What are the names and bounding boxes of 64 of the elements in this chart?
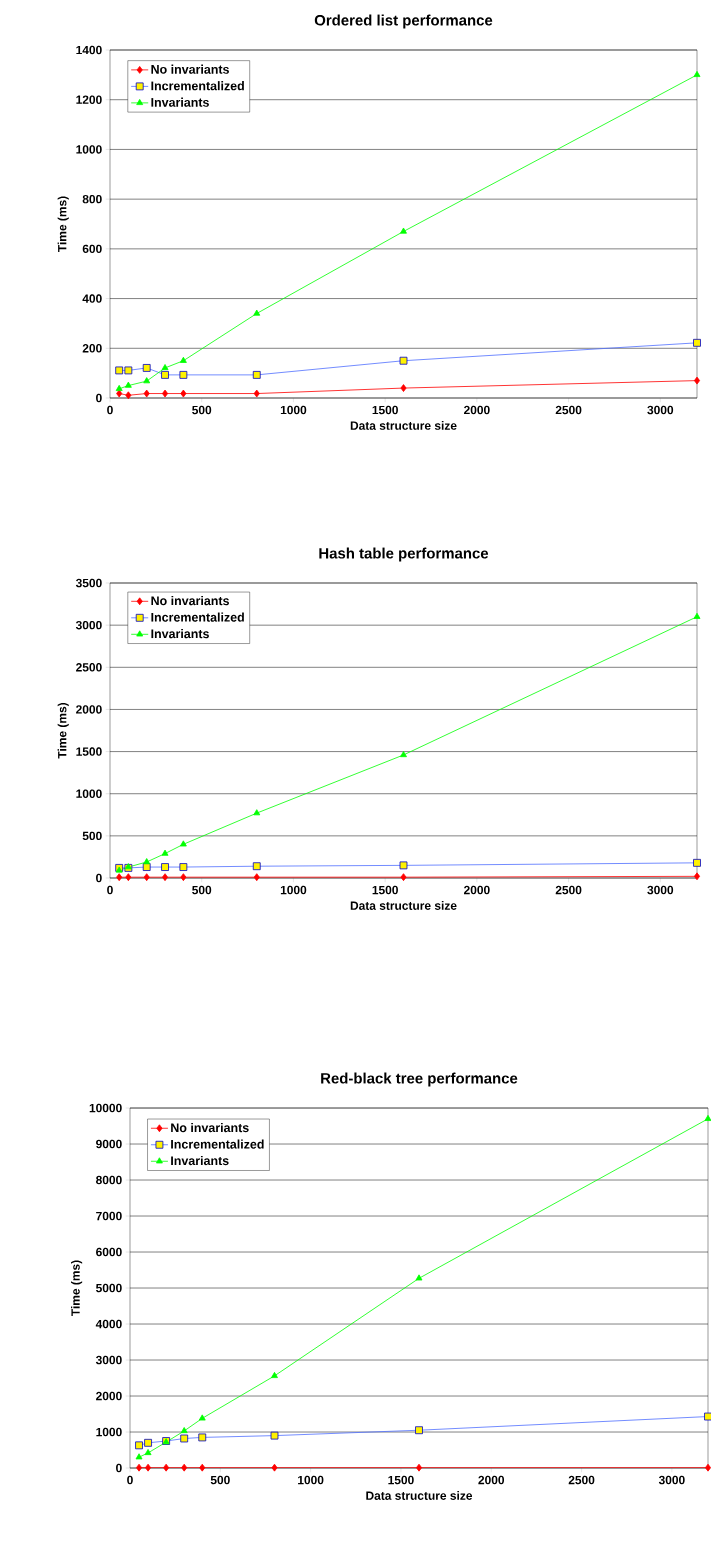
x-tick-label: 500 [210,1475,230,1485]
x-tick-label: 2500 [555,885,582,895]
y-axis-title: Time (ms) [71,1260,83,1316]
y-tick-label: 400 [82,294,102,303]
y-tick-label: 600 [82,244,102,254]
y-tick-label: 500 [82,831,102,841]
x-tick-label: 500 [192,885,212,895]
x-tick-label: 3000 [647,885,674,895]
y-tick-label: 7000 [96,1211,122,1221]
y-tick-label: 10000 [89,1103,122,1113]
y-tick-label: 1000 [76,145,102,154]
legend-label: Invariants [151,629,209,639]
y-tick-label: 0 [96,873,102,883]
legend-label: Invariants [151,97,209,107]
y-axis-title: Time (ms) [57,702,69,759]
y-tick-label: 0 [116,1463,122,1473]
y-tick-label: 3500 [75,578,102,588]
y-tick-label: 9000 [96,1139,122,1149]
chart-title: Hash table performance [319,547,489,562]
x-tick-label: 1000 [298,1475,324,1485]
legend-label: No invariants [151,596,229,606]
x-tick-label: 2000 [464,885,490,895]
legend-label: Invariants [171,1155,229,1166]
x-tick-label: 500 [192,405,212,415]
x-tick-label: 2500 [568,1475,595,1485]
legend-label: No invariants [171,1122,249,1133]
y-tick-label: 1000 [76,789,102,798]
y-tick-label: 1400 [76,45,102,55]
y-axis-title: Time (ms) [57,196,69,252]
y-tick-label: 5000 [96,1283,122,1293]
x-tick-label: 1000 [280,405,307,415]
y-tick-label: 2000 [96,1391,122,1401]
x-tick-label: 1500 [372,405,398,415]
y-tick-label: 4000 [95,1319,122,1329]
x-tick-label: 3000 [658,1475,685,1485]
x-tick-label: 2000 [464,405,490,415]
x-axis-title: Data structure size [350,421,457,430]
x-tick-label: 1500 [388,1475,414,1485]
y-tick-label: 1000 [96,1427,122,1437]
chart-title: Ordered list performance [314,14,493,29]
y-tick-label: 6000 [96,1247,122,1257]
x-tick-label: 1000 [280,885,307,895]
y-tick-label: 8000 [96,1175,122,1185]
y-tick-label: 0 [96,393,102,403]
x-axis-title: Data structure size [366,1491,473,1500]
y-tick-label: 200 [82,344,102,353]
x-tick-label: 2000 [478,1475,505,1485]
x-axis-title: Data structure size [350,901,457,910]
y-tick-label: 800 [82,194,102,204]
x-tick-label: 0 [127,1475,133,1485]
y-tick-label: 3000 [95,1355,122,1365]
x-tick-label: 2500 [555,405,582,415]
legend-label: Incrementalized [171,1139,264,1149]
legend-label: Incrementalized [151,81,244,91]
y-tick-label: 1200 [76,95,102,104]
x-tick-label: 3000 [647,405,674,415]
y-tick-label: 2000 [76,705,102,714]
legend-label: Incrementalized [151,612,244,622]
x-tick-label: 1500 [372,885,398,895]
chart-title: Red-black tree performance [321,1072,518,1087]
y-tick-label: 2500 [76,663,102,672]
legend-label: No invariants [151,64,229,74]
y-tick-label: 1500 [76,747,102,756]
y-tick-label: 3000 [75,620,102,630]
